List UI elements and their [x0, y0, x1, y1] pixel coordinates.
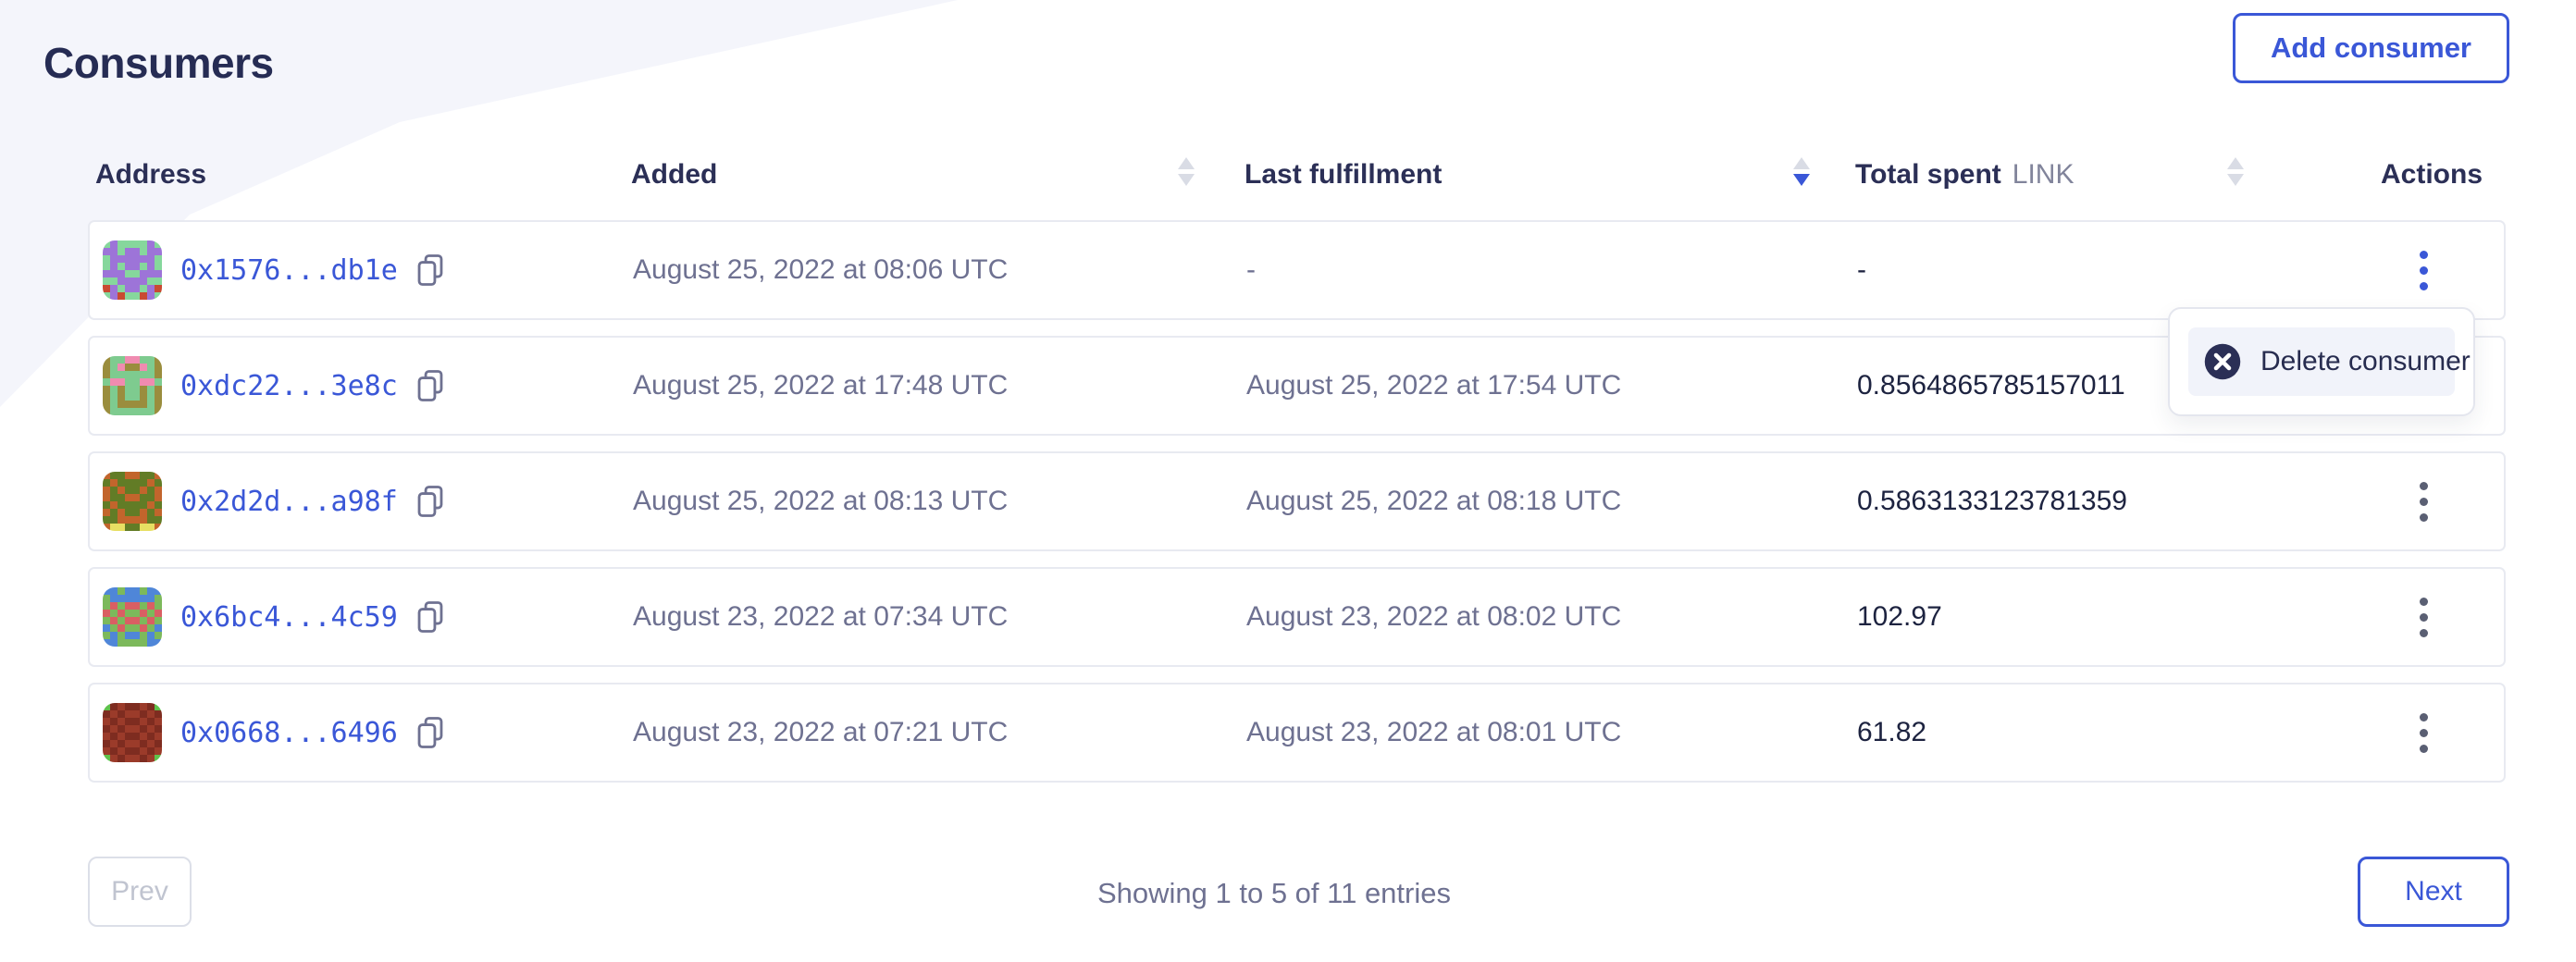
total-spent-cell: 102.97 — [1857, 601, 1942, 632]
pagination-bar: Showing 1 to 5 of 11 entries Prev Next — [0, 857, 2576, 931]
total-spent-label: Total spent — [1855, 159, 2001, 190]
copy-icon — [417, 717, 443, 748]
total-spent-cell: 0.8564865785157011 — [1857, 370, 2125, 401]
delete-consumer-menu-item[interactable]: Delete consumer — [2188, 327, 2471, 396]
delete-consumer-label: Delete consumer — [2260, 346, 2471, 376]
column-header-total-spent: Total spent LINK — [1855, 159, 2074, 191]
consumers-table: Address Added Last fulfillment Total spe… — [88, 148, 2506, 798]
address-link[interactable]: 0x2d2d...a98f — [180, 485, 398, 518]
address-cell: 0x0668...6496 — [180, 715, 446, 750]
sort-control-added[interactable] — [1178, 157, 1195, 186]
added-cell: August 25, 2022 at 17:48 UTC — [633, 370, 1009, 401]
identicon-pixels — [103, 472, 162, 531]
row-actions-kebab-button[interactable] — [2401, 468, 2446, 535]
kebab-dot — [2419, 728, 2428, 737]
x-circle-icon — [2204, 343, 2241, 380]
table-body: 0x1576...db1e August 25, 2022 at 08:06 U… — [88, 220, 2506, 783]
table-row: 0x1576...db1e August 25, 2022 at 08:06 U… — [88, 220, 2506, 320]
consumer-identicon-avatar — [103, 356, 162, 415]
actions-dropdown-menu: Delete consumer — [2168, 307, 2475, 416]
last-fulfillment-cell: - — [1246, 254, 1256, 285]
address-link[interactable]: 0x0668...6496 — [180, 716, 398, 749]
copy-address-button[interactable] — [415, 484, 446, 519]
copy-icon — [417, 601, 443, 633]
consumer-identicon-avatar — [103, 472, 162, 531]
sort-up-icon — [1793, 157, 1810, 169]
pagination-summary: Showing 1 to 5 of 11 entries — [1096, 877, 1451, 909]
table-row: 0xdc22...3e8c August 25, 2022 at 17:48 U… — [88, 336, 2506, 436]
row-actions-kebab-button-open[interactable] — [2401, 237, 2446, 303]
copy-address-button[interactable] — [415, 715, 446, 750]
sort-up-icon — [2227, 157, 2244, 169]
row-actions-kebab-button[interactable] — [2401, 584, 2446, 650]
identicon-pixels — [103, 240, 162, 300]
total-spent-cell: - — [1857, 254, 1866, 285]
identicon-pixels — [103, 356, 162, 415]
kebab-dot — [2419, 597, 2428, 606]
sort-control-total-spent[interactable] — [2227, 157, 2244, 186]
sort-down-icon — [1178, 174, 1195, 186]
last-fulfillment-cell: August 23, 2022 at 08:01 UTC — [1246, 717, 1622, 747]
kebab-dot — [2419, 512, 2428, 522]
address-link[interactable]: 0xdc22...3e8c — [180, 369, 398, 402]
last-fulfillment-cell: August 23, 2022 at 08:02 UTC — [1246, 601, 1622, 632]
next-page-button[interactable]: Next — [2358, 857, 2509, 927]
add-consumer-button[interactable]: Add consumer — [2232, 13, 2509, 83]
copy-icon — [417, 254, 443, 286]
sort-control-last-fulfillment[interactable] — [1793, 157, 1810, 186]
address-cell: 0x6bc4...4c59 — [180, 599, 446, 635]
address-cell: 0x1576...db1e — [180, 253, 446, 288]
table-row: 0x2d2d...a98f August 25, 2022 at 08:13 U… — [88, 451, 2506, 551]
copy-icon — [417, 370, 443, 401]
row-actions-kebab-button[interactable] — [2401, 699, 2446, 766]
copy-address-button[interactable] — [415, 253, 446, 288]
table-header-row: Address Added Last fulfillment Total spe… — [88, 148, 2506, 220]
sort-down-icon-active — [1793, 174, 1810, 186]
address-link[interactable]: 0x1576...db1e — [180, 253, 398, 287]
kebab-dot — [2419, 265, 2428, 275]
table-row: 0x6bc4...4c59 August 23, 2022 at 07:34 U… — [88, 567, 2506, 667]
address-link[interactable]: 0x6bc4...4c59 — [180, 600, 398, 634]
last-fulfillment-cell: August 25, 2022 at 17:54 UTC — [1246, 370, 1622, 401]
identicon-pixels — [103, 703, 162, 762]
added-cell: August 23, 2022 at 07:21 UTC — [633, 717, 1009, 747]
address-cell: 0x2d2d...a98f — [180, 484, 446, 519]
table-row: 0x0668...6496 August 23, 2022 at 07:21 U… — [88, 683, 2506, 783]
column-header-actions: Actions — [2381, 159, 2483, 190]
identicon-pixels — [103, 587, 162, 647]
consumer-identicon-avatar — [103, 703, 162, 762]
kebab-dot — [2419, 497, 2428, 506]
kebab-dot — [2419, 628, 2428, 637]
copy-icon — [417, 486, 443, 517]
added-cell: August 25, 2022 at 08:13 UTC — [633, 486, 1009, 516]
column-header-last-fulfillment: Last fulfillment — [1245, 159, 1443, 190]
prev-page-button[interactable]: Prev — [88, 857, 192, 927]
address-cell: 0xdc22...3e8c — [180, 368, 446, 403]
consumer-identicon-avatar — [103, 587, 162, 647]
column-header-added: Added — [631, 159, 718, 190]
kebab-dot — [2419, 612, 2428, 622]
sort-up-icon — [1178, 157, 1195, 169]
copy-address-button[interactable] — [415, 368, 446, 403]
sort-down-icon — [2227, 174, 2244, 186]
last-fulfillment-cell: August 25, 2022 at 08:18 UTC — [1246, 486, 1622, 516]
total-spent-cell: 0.5863133123781359 — [1857, 486, 2127, 516]
page-title: Consumers — [43, 38, 274, 87]
copy-address-button[interactable] — [415, 599, 446, 635]
added-cell: August 23, 2022 at 07:34 UTC — [633, 601, 1009, 632]
total-spent-unit: LINK — [2012, 159, 2074, 190]
total-spent-cell: 61.82 — [1857, 717, 1927, 747]
consumer-identicon-avatar — [103, 240, 162, 300]
kebab-dot — [2419, 712, 2428, 722]
kebab-dot — [2419, 250, 2428, 259]
kebab-dot — [2419, 744, 2428, 753]
kebab-dot — [2419, 281, 2428, 290]
added-cell: August 25, 2022 at 08:06 UTC — [633, 254, 1009, 285]
column-header-address: Address — [95, 159, 207, 190]
kebab-dot — [2419, 481, 2428, 490]
